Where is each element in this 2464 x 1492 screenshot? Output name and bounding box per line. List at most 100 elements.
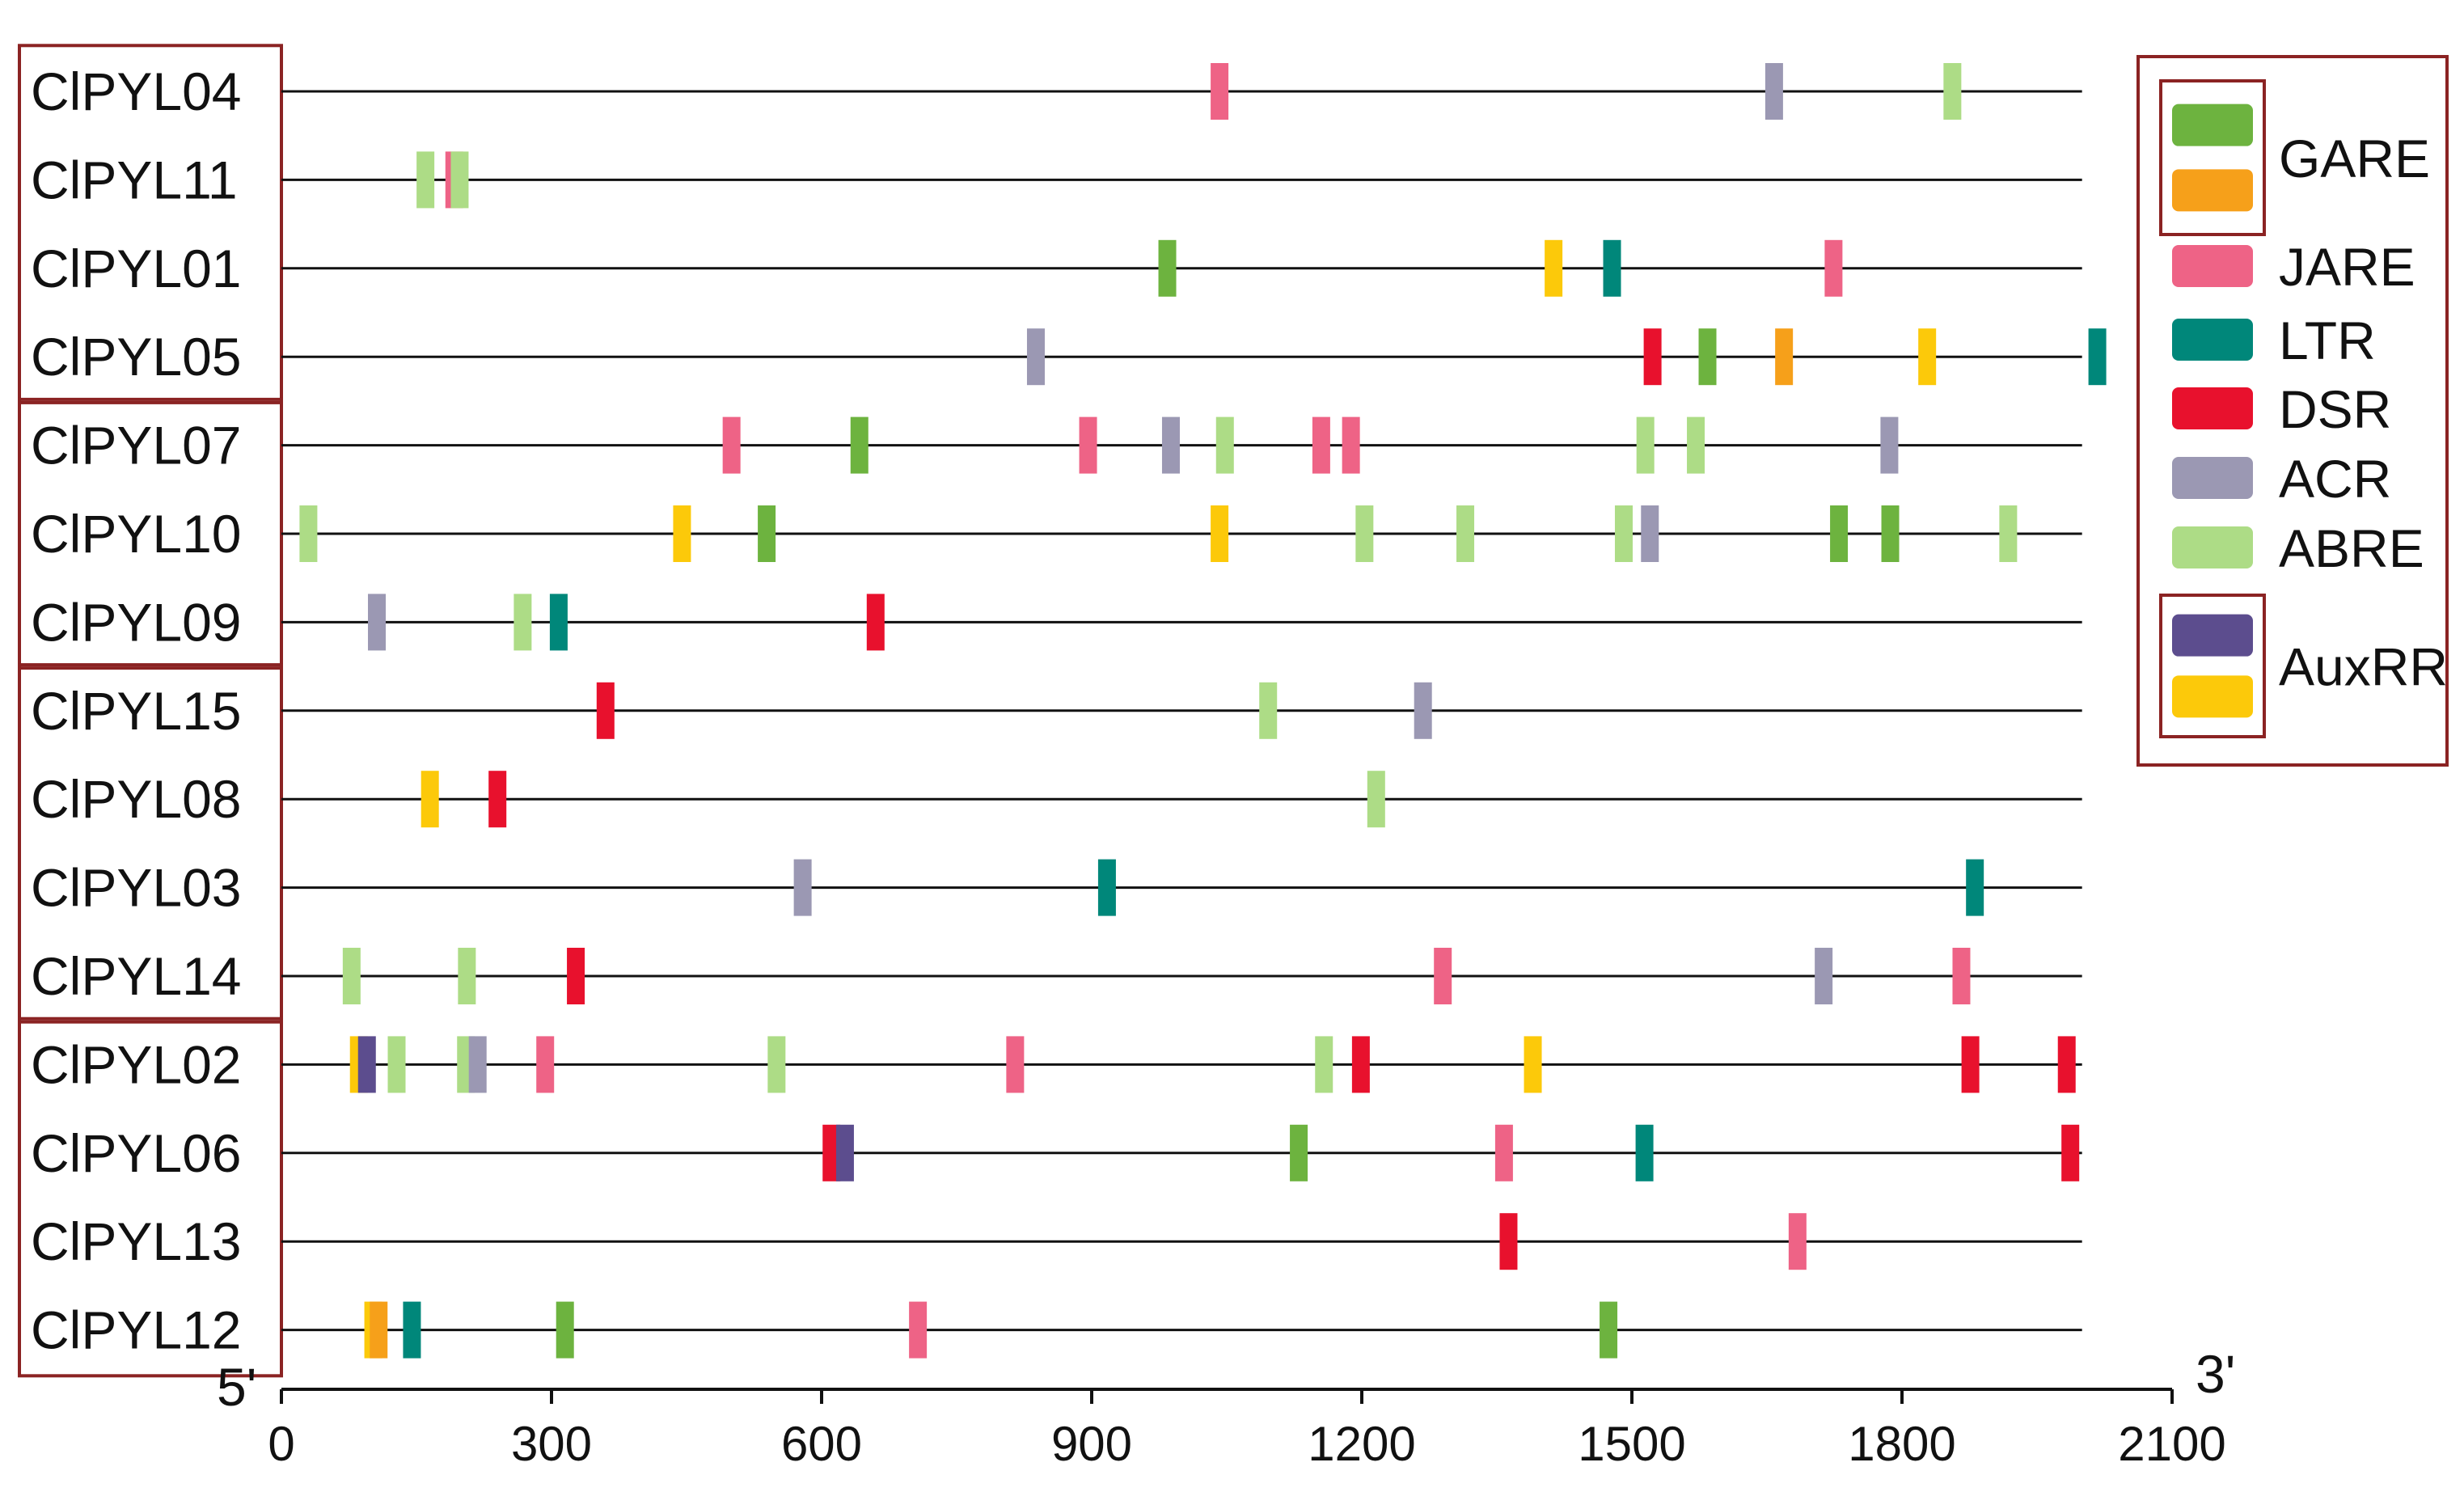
tick-label: 900 [1051, 1417, 1132, 1471]
element-mark-jare [722, 416, 741, 474]
element-mark-abre [1999, 505, 2018, 562]
legend-label: ACR [2279, 449, 2391, 509]
gene-label: ClPYL02 [31, 1034, 242, 1094]
element-mark-abre [1315, 1036, 1333, 1093]
element-mark-acr [1161, 416, 1180, 474]
element-mark-dsr [1499, 1213, 1518, 1270]
tick-label: 1200 [1308, 1417, 1415, 1471]
element-mark-gare-green [758, 505, 776, 562]
position-axis: 5' 3' 0 300 600 900 1200 1500 1800 2100 [217, 1344, 2235, 1471]
gene-row-clpyl09: ClPYL09 [31, 592, 2082, 652]
tick-label: 300 [511, 1417, 592, 1471]
legend-swatch-auxrr-purple [2172, 614, 2253, 657]
tick-label: 2100 [2118, 1417, 2225, 1471]
tick-label: 1800 [1848, 1417, 1955, 1471]
gene-row-clpyl01: ClPYL01 [31, 239, 2082, 298]
legend-item-jare: JARE [2172, 237, 2415, 297]
element-mark-dsr [488, 771, 507, 828]
element-mark-jare [1434, 948, 1452, 1004]
element-mark-jare [1211, 63, 1229, 120]
legend-item-dsr: DSR [2172, 379, 2391, 439]
gene-label: ClPYL06 [31, 1123, 242, 1183]
element-mark-ltr [1966, 859, 1984, 916]
gene-label: ClPYL08 [31, 769, 242, 829]
legend-frame [2136, 55, 2449, 767]
element-mark-abre [299, 505, 318, 562]
legend-item-abre: ABRE [2172, 518, 2424, 578]
element-mark-auxrr-purple [835, 1124, 854, 1181]
element-mark-gare-green [1290, 1124, 1308, 1181]
element-mark-acr [793, 859, 812, 916]
element-mark-ltr [2088, 328, 2107, 386]
element-mark-abre [1614, 505, 1633, 562]
gene-label: ClPYL09 [31, 592, 242, 652]
legend-swatch-gare-orange [2172, 169, 2253, 212]
gene-row-clpyl05: ClPYL05 [31, 327, 2107, 387]
element-mark-abre [767, 1036, 786, 1093]
element-mark-abre [1259, 682, 1278, 739]
element-mark-abre [1215, 416, 1234, 474]
gene-row-clpyl13: ClPYL13 [31, 1211, 2082, 1271]
element-mark-gare-green [1881, 505, 1900, 562]
legend-swatch-dsr [2172, 387, 2253, 429]
legend-label: DSR [2279, 379, 2391, 439]
element-mark-gare-orange [370, 1301, 388, 1359]
element-mark-acr [1880, 416, 1899, 474]
element-mark-ltr [1603, 239, 1621, 297]
element-mark-abre [450, 151, 469, 209]
gene-label: ClPYL05 [31, 327, 242, 387]
gene-row-clpyl02: ClPYL02 [31, 1034, 2082, 1094]
element-mark-acr [368, 594, 387, 651]
legend-group-box [2159, 79, 2266, 236]
element-mark-jare [1824, 239, 1843, 297]
element-mark-gare-green [1600, 1301, 1618, 1359]
element-mark-auxrr-yellow [673, 505, 691, 562]
legend-swatch-abre [2172, 526, 2253, 568]
legend-swatch-ltr [2172, 319, 2253, 361]
gene-rows: ClPYL04 ClPYL11 ClPYL01 ClPYL05 ClPYL07 ClPYL… [31, 61, 2107, 1360]
legend-label: ABRE [2279, 518, 2424, 578]
element-mark-abre [514, 594, 532, 651]
legend-item-gare: GARE [2159, 79, 2430, 236]
legend-label: AuxRR [2279, 637, 2448, 697]
element-mark-gare-green [1830, 505, 1849, 562]
element-mark-ltr [1097, 859, 1116, 916]
element-mark-abre [1687, 416, 1705, 474]
gene-group-box [18, 663, 283, 1024]
element-mark-acr [1026, 328, 1045, 386]
element-mark-abre [458, 948, 476, 1004]
gene-group-box [18, 44, 283, 404]
element-mark-jare [1788, 1213, 1807, 1270]
element-mark-dsr [2061, 1124, 2080, 1181]
gene-row-clpyl08: ClPYL08 [31, 769, 2082, 829]
element-mark-acr [1414, 682, 1432, 739]
element-mark-dsr [1351, 1036, 1370, 1093]
element-mark-abre [1636, 416, 1655, 474]
element-mark-auxrr-yellow [1918, 328, 1937, 386]
element-mark-dsr [596, 682, 615, 739]
element-mark-abre [416, 151, 435, 209]
gene-row-clpyl10: ClPYL10 [31, 504, 2082, 564]
element-mark-auxrr-yellow [1524, 1036, 1542, 1093]
element-mark-acr [1765, 63, 1783, 120]
gene-label: ClPYL12 [31, 1300, 242, 1360]
element-mark-ltr [549, 594, 568, 651]
gene-row-clpyl06: ClPYL06 [31, 1123, 2082, 1183]
gene-row-clpyl07: ClPYL07 [31, 416, 2082, 475]
legend: GARE JARE LTR DSR ACR ABRE AuxRR [2136, 55, 2449, 767]
element-mark-acr [1641, 505, 1659, 562]
legend-item-acr: ACR [2172, 449, 2391, 509]
element-mark-ltr [1635, 1124, 1654, 1181]
element-mark-dsr [1643, 328, 1662, 386]
gene-row-clpyl12: ClPYL12 [31, 1300, 2082, 1360]
element-mark-ltr [403, 1301, 421, 1359]
element-mark-gare-green [556, 1301, 574, 1359]
five-prime-label: 5' [217, 1357, 256, 1417]
legend-item-ltr: LTR [2172, 311, 2376, 370]
element-mark-abre [387, 1036, 406, 1093]
element-mark-abre [1367, 771, 1385, 828]
legend-item-auxrr: AuxRR [2159, 594, 2448, 738]
element-mark-auxrr-yellow [1211, 505, 1229, 562]
element-mark-gare-orange [1775, 328, 1794, 386]
gene-row-clpyl14: ClPYL14 [31, 946, 2082, 1006]
